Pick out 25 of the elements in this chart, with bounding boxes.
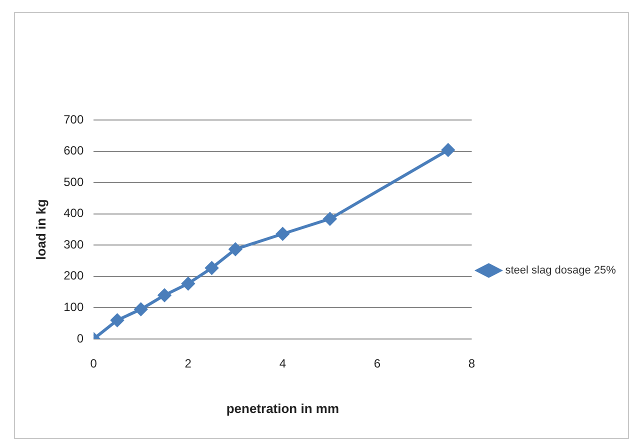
x-tick-label: 0	[90, 356, 98, 371]
x-axis-title: penetration in mm	[226, 400, 340, 416]
point	[158, 288, 172, 302]
point	[182, 277, 195, 290]
y-axis-title: load in kg	[33, 199, 48, 260]
x-tick-label: 4	[279, 356, 286, 371]
y-tick-label: 100	[64, 300, 84, 314]
point	[323, 212, 336, 226]
point	[110, 314, 124, 327]
y-tick-label: 300	[64, 237, 84, 252]
point	[205, 261, 218, 274]
y-tick-label: 200	[64, 268, 84, 283]
x-tick-label: 6	[374, 356, 381, 371]
y-tick-label: 400	[64, 206, 84, 220]
y-tick-label: 700	[64, 112, 84, 126]
point	[228, 242, 242, 256]
y-tick-label: 600	[64, 144, 84, 158]
point	[276, 227, 290, 240]
point	[134, 302, 148, 316]
point	[442, 144, 455, 157]
y-tick-label: 0	[76, 331, 84, 346]
x-tick-label: 8	[468, 356, 476, 371]
y-tick-label: 500	[64, 174, 84, 189]
x-tick-label: 2	[184, 356, 192, 371]
legend-label: steel slag dosage 25%	[505, 264, 616, 277]
